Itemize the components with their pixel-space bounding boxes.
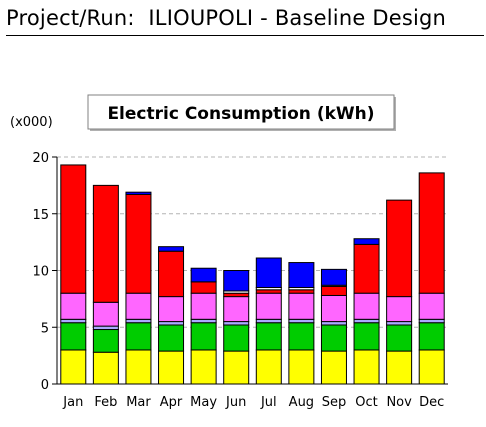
bar-segment <box>190 267 217 283</box>
bar-segment <box>158 250 185 298</box>
bar-segment <box>125 191 152 195</box>
bar-segment <box>158 350 185 385</box>
y-tick-label: 15 <box>32 208 49 223</box>
bar-segment <box>125 292 152 320</box>
unit-label: (x000) <box>10 115 53 130</box>
y-tick-label: 5 <box>41 321 49 336</box>
x-tick-label: Dec <box>419 395 444 410</box>
bar-segment <box>125 322 152 351</box>
bar-segment <box>386 321 413 326</box>
bar-segment <box>418 318 445 324</box>
x-tick-label: Oct <box>355 395 377 410</box>
bar-segment <box>60 349 87 385</box>
bar-segment <box>92 301 119 327</box>
bar-segment <box>255 257 282 289</box>
bar-segment <box>92 329 119 353</box>
bar-segment <box>288 322 315 351</box>
bar-segment <box>386 296 413 323</box>
x-tick-label: Nov <box>386 395 412 410</box>
bar-segment <box>60 322 87 351</box>
bar-segment <box>288 289 315 294</box>
bar-segment <box>386 199 413 298</box>
bar-segment <box>288 292 315 320</box>
bar-segment <box>353 292 380 320</box>
chart-title-box: Electric Consumption (kWh) <box>87 94 396 131</box>
x-tick-label: Jul <box>260 395 277 410</box>
bar-segment <box>255 289 282 294</box>
bar-segment <box>353 322 380 351</box>
bar-segment <box>125 349 152 385</box>
bar-segment <box>353 238 380 245</box>
x-tick-label: May <box>190 395 217 410</box>
x-tick-label: Mar <box>126 395 151 410</box>
x-tick-label: Apr <box>160 395 183 410</box>
bar-segment <box>418 292 445 320</box>
bar-segment <box>255 322 282 351</box>
bar-segment <box>92 351 119 385</box>
bar-segment <box>320 321 347 326</box>
bar-segment <box>190 292 217 320</box>
bar-segment <box>158 324 185 352</box>
bar-segment <box>223 350 250 385</box>
bar-segment <box>353 243 380 294</box>
bar-segment <box>386 324 413 352</box>
bar-segment <box>190 281 217 294</box>
y-tick-label: 20 <box>32 151 49 166</box>
bar-segment <box>320 324 347 352</box>
bar-segment <box>158 321 185 326</box>
bar-segment <box>223 324 250 352</box>
bar-segment <box>92 184 119 303</box>
bar-segment <box>320 268 347 286</box>
bar-segment <box>418 172 445 294</box>
bar-segment <box>255 349 282 385</box>
bar-segment <box>125 193 152 294</box>
bar-segment <box>223 292 250 298</box>
bar-segment <box>418 349 445 385</box>
project-run-title: Project/Run: ILIOUPOLI - Baseline Design <box>6 6 447 30</box>
x-tick-label: Aug <box>289 395 314 410</box>
bar-segment <box>190 322 217 351</box>
x-tick-label: Feb <box>94 395 117 410</box>
bar-segment <box>92 325 119 331</box>
x-tick-label: Jan <box>62 395 83 410</box>
bar-segment <box>255 292 282 320</box>
bar-segment <box>125 318 152 324</box>
bar-segment <box>418 322 445 351</box>
bar-segment <box>60 164 87 294</box>
y-tick-label: 10 <box>32 265 49 280</box>
x-tick-label: Jun <box>225 395 246 410</box>
bar-segment <box>223 296 250 323</box>
bar-segment <box>158 246 185 252</box>
bar-segment <box>353 318 380 324</box>
x-tick-label: Sep <box>322 395 347 410</box>
bar-segment <box>190 349 217 385</box>
bar-segment <box>190 318 217 324</box>
bar-segment <box>158 296 185 323</box>
bar-segment <box>386 350 413 385</box>
bar-segment <box>223 270 250 292</box>
bar-segment <box>288 262 315 289</box>
bar-segment <box>223 321 250 326</box>
bar-segment <box>288 318 315 324</box>
bar-segment <box>288 349 315 385</box>
y-tick-label: 0 <box>41 378 49 393</box>
bar-segment <box>320 350 347 385</box>
header-underline <box>6 35 484 36</box>
bar-segment <box>320 294 347 323</box>
bar-segment <box>60 318 87 324</box>
bar-segment <box>320 285 347 296</box>
bar-segment <box>60 292 87 320</box>
chart-title: Electric Consumption (kWh) <box>107 104 374 124</box>
bar-segment <box>353 349 380 385</box>
bar-segment <box>255 318 282 324</box>
